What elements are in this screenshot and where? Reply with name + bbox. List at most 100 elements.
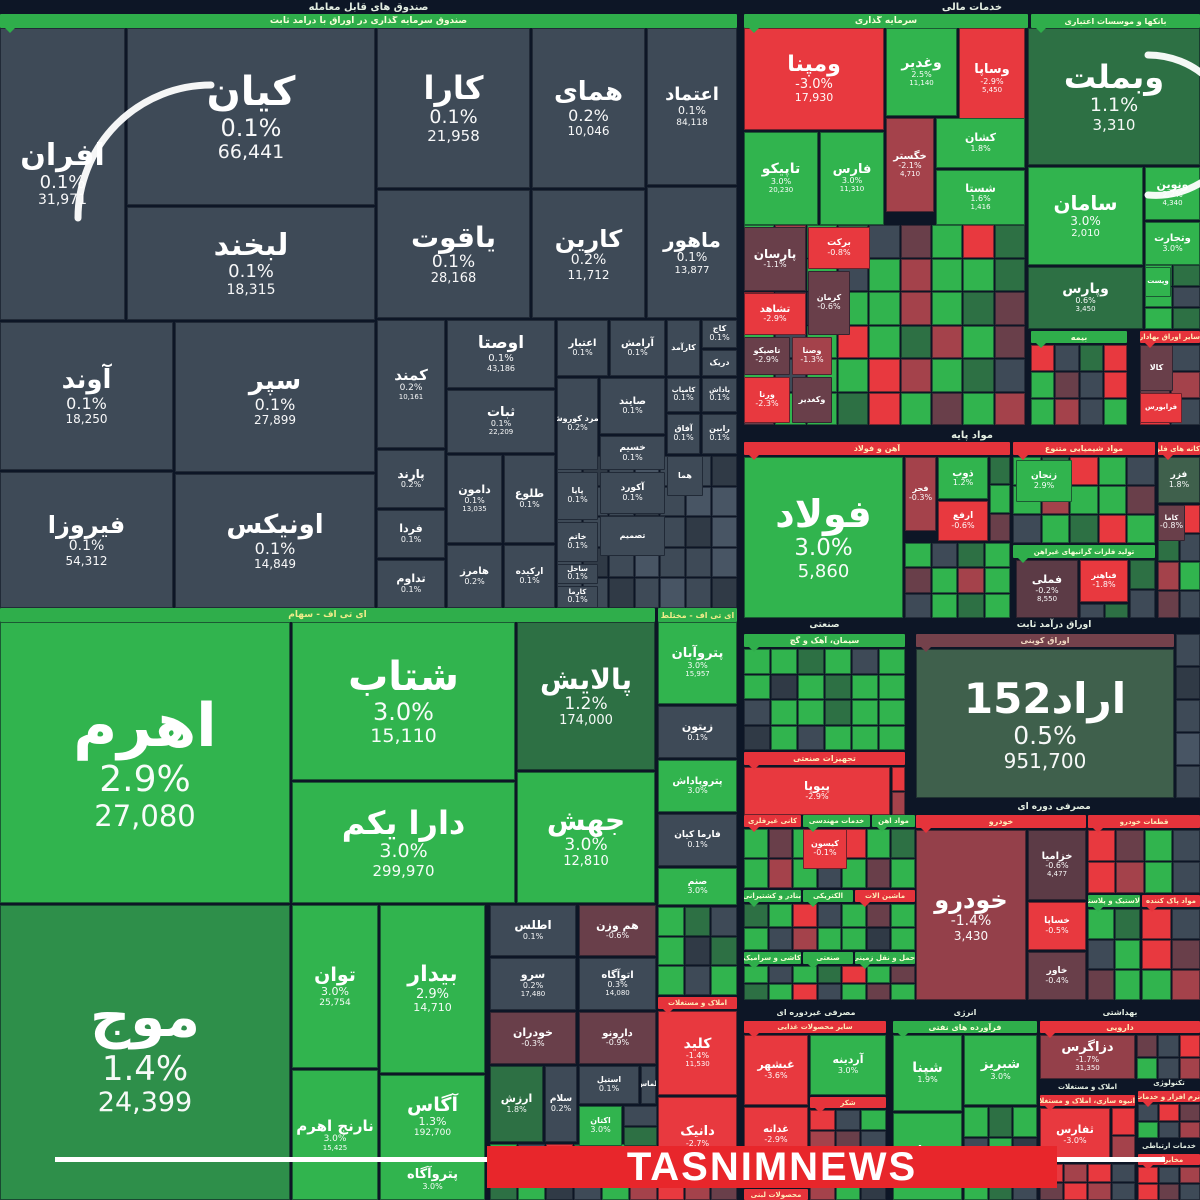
treemap-tile[interactable]: صایند 0.1%	[600, 378, 665, 434]
mosaic-tile[interactable]	[658, 1187, 684, 1200]
mosaic-tile[interactable]	[984, 543, 1010, 568]
mosaic-tile[interactable]	[1031, 399, 1055, 425]
mosaic-tile[interactable]	[825, 700, 851, 725]
treemap-tile[interactable]: کارین 0.2% 11,712	[532, 190, 645, 318]
treemap-tile[interactable]: فباهنر -1.8%	[1080, 560, 1128, 602]
treemap-tile[interactable]: لبخند 0.1% 18,315	[127, 207, 375, 320]
mosaic-tile[interactable]	[984, 593, 1010, 618]
mosaic-tile[interactable]	[879, 649, 905, 674]
mosaic-tile[interactable]	[990, 513, 1010, 541]
mosaic-tile[interactable]	[1080, 604, 1104, 618]
mosaic-tile[interactable]	[852, 649, 878, 674]
mosaic-tile[interactable]	[869, 258, 900, 291]
mosaic-tile[interactable]	[869, 292, 900, 325]
treemap-tile[interactable]: خگستر -2.1% 4,710	[886, 118, 934, 212]
treemap-tile[interactable]: دارا یکم 3.0% 299,970	[292, 782, 515, 903]
mosaic-tile[interactable]	[712, 517, 737, 547]
treemap-tile[interactable]: کارا 0.1% 21,958	[377, 28, 530, 188]
mosaic-tile[interactable]	[1158, 1035, 1179, 1057]
treemap-tile[interactable]: صنم 3.0%	[658, 868, 737, 905]
treemap-tile[interactable]: اعتماد 0.1% 84,118	[647, 28, 737, 185]
treemap-tile[interactable]: وساپا -2.9% 5,450	[959, 28, 1025, 130]
treemap-tile[interactable]: آکورد 0.1%	[600, 472, 665, 514]
mosaic-tile[interactable]	[838, 392, 869, 425]
mosaic-tile[interactable]	[879, 674, 905, 699]
mosaic-tile[interactable]	[892, 791, 905, 815]
treemap-tile[interactable]: خاتم 0.1%	[557, 522, 598, 562]
treemap-tile[interactable]: پتروآبان 3.0% 15,957	[658, 622, 737, 704]
mosaic-tile[interactable]	[1041, 515, 1070, 543]
mosaic-tile[interactable]	[958, 568, 984, 593]
mosaic-tile[interactable]	[793, 983, 817, 1000]
treemap-tile[interactable]: ارکیده 0.1%	[504, 545, 555, 608]
treemap-tile[interactable]: پاداش 0.1%	[702, 378, 737, 412]
mosaic-tile[interactable]	[1104, 604, 1128, 618]
mosaic-tile[interactable]	[744, 725, 770, 750]
mosaic-tile[interactable]	[994, 258, 1025, 291]
mosaic-tile[interactable]	[744, 966, 768, 983]
treemap-tile[interactable]: ثبات 0.1% 22,209	[447, 390, 555, 453]
mosaic-tile[interactable]	[900, 359, 931, 392]
mosaic-tile[interactable]	[744, 859, 768, 888]
treemap-tile[interactable]: اطلس 0.1%	[490, 905, 576, 956]
mosaic-tile[interactable]	[1173, 265, 1200, 286]
treemap-tile[interactable]: وکغدیر	[792, 377, 832, 423]
treemap-tile[interactable]: جهش 3.0% 12,810	[517, 772, 655, 903]
treemap-tile[interactable]: موج 1.4% 24,399	[0, 905, 290, 1200]
mosaic-tile[interactable]	[1116, 830, 1144, 861]
mosaic-tile[interactable]	[1176, 766, 1200, 798]
mosaic-tile[interactable]	[825, 649, 851, 674]
treemap-tile[interactable]: ونوین 2.2% 4,340	[1145, 167, 1200, 220]
treemap-tile[interactable]: کامیاب 0.1%	[667, 378, 700, 412]
mosaic-tile[interactable]	[1114, 939, 1140, 970]
mosaic-tile[interactable]	[842, 829, 866, 858]
mosaic-tile[interactable]	[1138, 1184, 1158, 1200]
mosaic-tile[interactable]	[684, 907, 711, 936]
treemap-tile[interactable]: کشان 1.8%	[936, 118, 1025, 168]
mosaic-tile[interactable]	[1180, 1104, 1200, 1121]
treemap-tile[interactable]: نارنج اهرم 3.0% 15,425	[292, 1070, 378, 1200]
treemap-tile[interactable]: سپر 0.1% 27,899	[175, 322, 375, 472]
mosaic-tile[interactable]	[771, 649, 797, 674]
mosaic-tile[interactable]	[963, 325, 994, 358]
mosaic-tile[interactable]	[744, 674, 770, 699]
treemap-tile[interactable]: وصنا -1.3%	[792, 337, 832, 375]
mosaic-tile[interactable]	[905, 593, 931, 618]
mosaic-tile[interactable]	[900, 325, 931, 358]
mosaic-tile[interactable]	[988, 1107, 1013, 1138]
mosaic-tile[interactable]	[1173, 308, 1200, 329]
treemap-tile[interactable]: کمند 0.2% 10,161	[377, 320, 445, 448]
mosaic-tile[interactable]	[660, 578, 686, 608]
treemap-tile[interactable]: یاقوت 0.1% 28,168	[377, 190, 530, 318]
mosaic-tile[interactable]	[1031, 345, 1055, 371]
treemap-tile[interactable]: پایا 0.1%	[557, 472, 598, 520]
treemap-tile[interactable]: دامون 0.1% 13,035	[447, 455, 502, 543]
mosaic-tile[interactable]	[658, 966, 684, 995]
treemap-tile[interactable]: تاصیکو -2.9%	[744, 337, 790, 375]
mosaic-tile[interactable]	[1064, 1164, 1087, 1182]
mosaic-tile[interactable]	[852, 700, 878, 725]
mosaic-tile[interactable]	[1138, 1167, 1158, 1183]
mosaic-tile[interactable]	[817, 983, 842, 1000]
mosaic-tile[interactable]	[608, 578, 634, 608]
mosaic-tile[interactable]	[1013, 1107, 1037, 1138]
treemap-tile[interactable]: وپست	[1145, 267, 1171, 297]
mosaic-tile[interactable]	[1173, 286, 1200, 308]
mosaic-tile[interactable]	[842, 904, 866, 927]
mosaic-tile[interactable]	[798, 674, 824, 699]
treemap-tile[interactable]: تصمیم	[600, 516, 665, 556]
mosaic-tile[interactable]	[768, 966, 793, 983]
mosaic-tile[interactable]	[879, 725, 905, 750]
mosaic-tile[interactable]	[958, 543, 984, 568]
treemap-tile[interactable]: خاور -0.4%	[1028, 952, 1086, 1000]
treemap-tile[interactable]: کارما 0.1%	[557, 586, 598, 608]
mosaic-tile[interactable]	[1031, 372, 1055, 398]
treemap-tile[interactable]: زنجان 2.9%	[1016, 460, 1072, 502]
mosaic-tile[interactable]	[771, 725, 797, 750]
mosaic-tile[interactable]	[861, 1110, 886, 1130]
mosaic-tile[interactable]	[932, 225, 963, 258]
mosaic-tile[interactable]	[1176, 634, 1200, 666]
mosaic-tile[interactable]	[1142, 909, 1171, 939]
mosaic-tile[interactable]	[793, 966, 817, 983]
